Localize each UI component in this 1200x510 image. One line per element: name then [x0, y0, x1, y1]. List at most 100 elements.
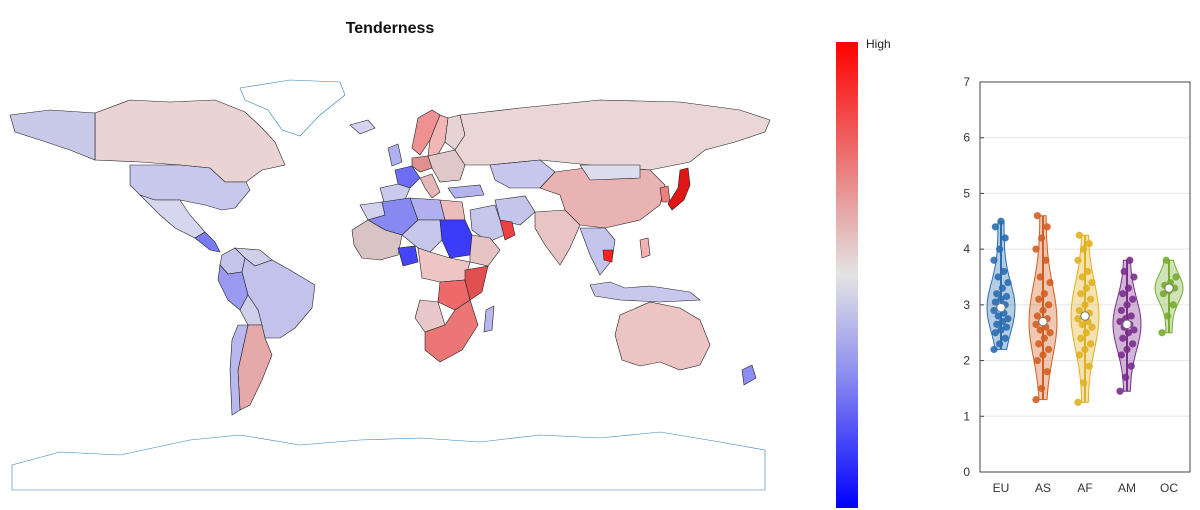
data-point [991, 223, 999, 231]
region-cambodia [602, 249, 614, 263]
x-tick-label: AM [1118, 481, 1136, 495]
region-iceland [349, 119, 376, 135]
region-madagascar [483, 305, 495, 333]
region-oman [499, 219, 516, 241]
data-point [1074, 398, 1082, 406]
data-point [993, 320, 1001, 328]
data-point [1172, 273, 1180, 281]
data-point [1120, 267, 1128, 276]
data-point [1084, 267, 1092, 276]
data-point [1158, 329, 1166, 337]
data-point [990, 345, 998, 354]
data-point [997, 217, 1005, 225]
data-point [1129, 295, 1137, 303]
data-point [1045, 301, 1053, 309]
data-point [1043, 223, 1051, 231]
data-point [1035, 340, 1043, 348]
map-title: Tenderness [345, 20, 435, 37]
data-point [1046, 329, 1054, 337]
data-point [1003, 323, 1011, 331]
data-point [1074, 256, 1082, 264]
data-point [1082, 284, 1090, 292]
data-point [1032, 395, 1040, 404]
y-tick-label: 1 [963, 409, 970, 423]
data-point [1080, 379, 1088, 387]
region-west-africa [351, 219, 403, 261]
data-point [1045, 345, 1053, 354]
region-russia [454, 99, 771, 171]
region-sudan [439, 219, 473, 259]
plot-frame [979, 81, 1191, 473]
y-tick-label: 5 [963, 186, 970, 200]
data-point [1164, 312, 1172, 320]
data-point [1036, 273, 1044, 281]
region-australia [614, 301, 711, 371]
data-point [991, 298, 999, 306]
data-point [1040, 290, 1048, 298]
data-point [1081, 345, 1089, 354]
data-point [1127, 362, 1135, 370]
data-point [1035, 295, 1043, 303]
data-point [1033, 356, 1041, 365]
data-point [1116, 387, 1124, 395]
data-point [1039, 351, 1047, 359]
data-point [1074, 315, 1082, 323]
data-point [993, 290, 1001, 298]
data-point [1075, 306, 1083, 315]
data-point [1088, 278, 1096, 287]
data-point [1040, 334, 1048, 342]
data-point [1117, 351, 1125, 359]
colorbar [836, 42, 858, 508]
data-point [1119, 290, 1127, 298]
region-philippines [639, 237, 651, 259]
data-point [1080, 245, 1088, 253]
region-new-zealand [741, 364, 757, 386]
data-point [1046, 278, 1054, 287]
data-point [1085, 239, 1093, 248]
x-tick-label: AS [1035, 481, 1051, 495]
region-japan [667, 167, 691, 211]
data-point [1130, 273, 1138, 281]
data-point [1081, 301, 1089, 309]
data-point [1124, 329, 1132, 337]
data-point [1042, 256, 1050, 264]
data-point [998, 284, 1006, 292]
median-marker [996, 302, 1006, 313]
y-tick-label: 6 [963, 131, 970, 145]
data-point [1123, 345, 1131, 354]
data-point [1130, 326, 1138, 334]
median-marker [1164, 283, 1174, 293]
data-point [1169, 301, 1177, 309]
data-point [1075, 231, 1083, 239]
data-point [1119, 334, 1127, 342]
median-marker [1038, 316, 1048, 327]
data-point [998, 317, 1006, 326]
median-marker [1080, 311, 1090, 321]
data-point [1088, 323, 1096, 331]
data-point [996, 340, 1004, 348]
colorbar-high-label: High [866, 37, 891, 51]
data-point [1075, 351, 1083, 359]
data-point [1122, 373, 1130, 381]
data-point [1001, 334, 1009, 342]
region-canada [94, 99, 286, 183]
data-point [1087, 295, 1095, 303]
data-point [1078, 320, 1086, 328]
region-bolivia [239, 294, 263, 326]
data-point [1116, 317, 1124, 326]
data-point [1127, 312, 1135, 320]
data-point [996, 245, 1004, 253]
data-point [990, 256, 998, 264]
region-italy [419, 173, 441, 199]
x-tick-label: OC [1160, 481, 1178, 495]
data-point [990, 306, 998, 315]
data-point [1000, 267, 1008, 276]
region-mongolia [579, 164, 641, 181]
region-spain [379, 183, 411, 203]
violin-chart: 0 1 2 3 4 5 6 7 EU AS AF AM OC [963, 75, 1191, 495]
median-marker [1122, 319, 1132, 330]
y-tick-label: 2 [963, 354, 970, 368]
x-tick-label: AF [1077, 481, 1092, 495]
region-east-africa [464, 265, 489, 301]
world-map [9, 79, 771, 491]
